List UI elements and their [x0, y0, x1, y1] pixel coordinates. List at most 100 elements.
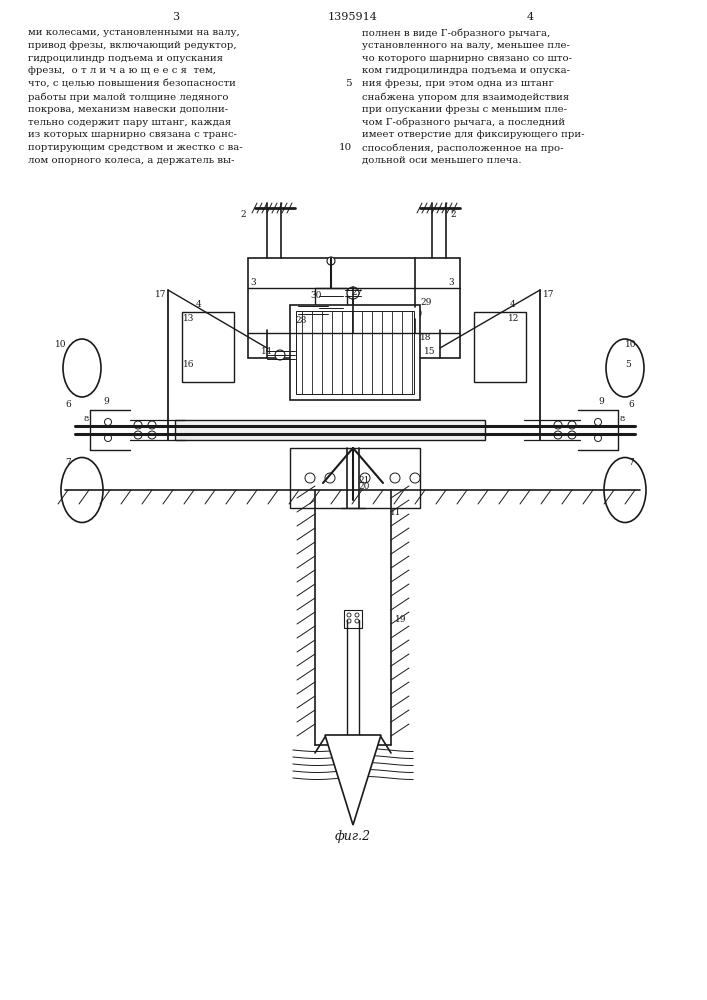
Text: ком гидроцилиндра подъема и опуска-: ком гидроцилиндра подъема и опуска- [362, 66, 570, 75]
Text: гидроцилиндр подъема и опускания: гидроцилиндр подъема и опускания [28, 54, 223, 63]
Text: 4: 4 [527, 12, 534, 22]
Text: 3: 3 [448, 278, 454, 287]
Text: снабжена упором для взаимодействия: снабжена упором для взаимодействия [362, 92, 569, 102]
Bar [248, 258, 460, 358]
Text: 1395914: 1395914 [328, 12, 378, 22]
Text: чо которого шарнирно связано со што-: чо которого шарнирно связано со што- [362, 54, 572, 63]
Text: 12: 12 [508, 314, 520, 323]
Ellipse shape [63, 339, 101, 397]
Text: 3: 3 [250, 278, 256, 287]
Circle shape [105, 418, 112, 426]
Circle shape [409, 307, 421, 319]
Circle shape [347, 619, 351, 623]
Text: 6: 6 [65, 400, 71, 409]
Circle shape [595, 418, 602, 426]
Bar [315, 288, 347, 353]
Ellipse shape [604, 458, 646, 522]
Text: 19: 19 [395, 615, 407, 624]
Circle shape [355, 619, 359, 623]
Text: 7: 7 [628, 458, 633, 467]
Circle shape [134, 421, 142, 429]
Text: 10: 10 [55, 340, 66, 349]
Circle shape [568, 431, 576, 439]
Polygon shape [325, 735, 381, 825]
Text: 9: 9 [598, 397, 604, 406]
Circle shape [275, 350, 285, 360]
Circle shape [347, 287, 359, 299]
Circle shape [148, 421, 156, 429]
Text: установленного на валу, меньшее пле-: установленного на валу, меньшее пле- [362, 41, 570, 50]
Text: 20: 20 [358, 482, 369, 491]
Bar [175, 420, 485, 440]
Text: 8: 8 [620, 415, 626, 423]
Circle shape [568, 421, 576, 429]
Text: 11: 11 [390, 508, 402, 517]
Text: 29: 29 [420, 298, 431, 307]
Text: 9: 9 [103, 397, 109, 406]
Circle shape [347, 613, 351, 617]
Bar [182, 312, 234, 382]
Circle shape [327, 257, 335, 265]
Circle shape [595, 434, 602, 442]
Circle shape [105, 434, 112, 442]
Bar [290, 448, 420, 508]
Text: 2: 2 [240, 210, 245, 219]
Text: портирующим средством и жестко с ва-: портирующим средством и жестко с ва- [28, 143, 243, 152]
Text: чом Г-образного рычага, а последний: чом Г-образного рычага, а последний [362, 118, 565, 127]
Text: полнен в виде Г-образного рычага,: полнен в виде Г-образного рычага, [362, 28, 550, 37]
Text: имеет отверстие для фиксирующего при-: имеет отверстие для фиксирующего при- [362, 130, 585, 139]
Text: привод фрезы, включающий редуктор,: привод фрезы, включающий редуктор, [28, 41, 237, 50]
Text: 18: 18 [420, 333, 431, 342]
Text: покрова, механизм навески дополни-: покрова, механизм навески дополни- [28, 105, 228, 114]
Text: лом опорного колеса, а держатель вы-: лом опорного колеса, а держатель вы- [28, 156, 235, 165]
Text: 4: 4 [196, 300, 201, 309]
Text: 27: 27 [351, 288, 363, 297]
Text: из которых шарнирно связана с транс-: из которых шарнирно связана с транс- [28, 130, 237, 139]
Text: при опускании фрезы с меньшим пле-: при опускании фрезы с меньшим пле- [362, 105, 567, 114]
Circle shape [148, 431, 156, 439]
Text: 2: 2 [450, 210, 455, 219]
Text: 17: 17 [543, 290, 554, 299]
Text: 4: 4 [510, 300, 515, 309]
Circle shape [360, 473, 370, 483]
Text: 10: 10 [625, 340, 636, 349]
Text: фрезы,  о т л и ч а ю щ е е с я  тем,: фрезы, о т л и ч а ю щ е е с я тем, [28, 66, 216, 75]
Text: дольной оси меньшего плеча.: дольной оси меньшего плеча. [362, 156, 522, 165]
Text: 28: 28 [295, 316, 306, 325]
Text: работы при малой толщине ледяного: работы при малой толщине ледяного [28, 92, 228, 102]
Text: 21: 21 [358, 476, 369, 485]
Text: 14: 14 [260, 348, 272, 357]
Text: что, с целью повышения безопасности: что, с целью повышения безопасности [28, 79, 236, 88]
Circle shape [554, 431, 562, 439]
Text: 8: 8 [83, 415, 88, 423]
Circle shape [554, 421, 562, 429]
Text: тельно содержит пару штанг, каждая: тельно содержит пару штанг, каждая [28, 118, 231, 127]
Circle shape [390, 473, 400, 483]
Text: способления, расположенное на про-: способления, расположенное на про- [362, 143, 563, 153]
Text: 13: 13 [183, 314, 194, 323]
Circle shape [410, 473, 420, 483]
Circle shape [325, 473, 335, 483]
Text: 5: 5 [345, 79, 351, 88]
Text: 16: 16 [183, 360, 194, 369]
Text: 6: 6 [628, 400, 633, 409]
Text: ния фрезы, при этом одна из штанг: ния фрезы, при этом одна из штанг [362, 79, 554, 88]
Circle shape [134, 431, 142, 439]
Circle shape [355, 613, 359, 617]
Text: 10: 10 [339, 143, 351, 152]
Text: 30: 30 [310, 291, 322, 300]
Text: 15: 15 [424, 348, 436, 357]
Ellipse shape [606, 339, 644, 397]
Bar [296, 311, 414, 394]
Bar [344, 610, 362, 628]
Text: фиг.2: фиг.2 [335, 830, 371, 843]
Bar [290, 305, 420, 400]
Text: 7: 7 [65, 458, 71, 467]
Text: 17: 17 [155, 290, 167, 299]
Circle shape [305, 473, 315, 483]
Text: 3: 3 [173, 12, 180, 22]
Ellipse shape [61, 458, 103, 522]
Text: 5: 5 [625, 360, 631, 369]
Bar [474, 312, 526, 382]
Text: ми колесами, установленными на валу,: ми колесами, установленными на валу, [28, 28, 240, 37]
